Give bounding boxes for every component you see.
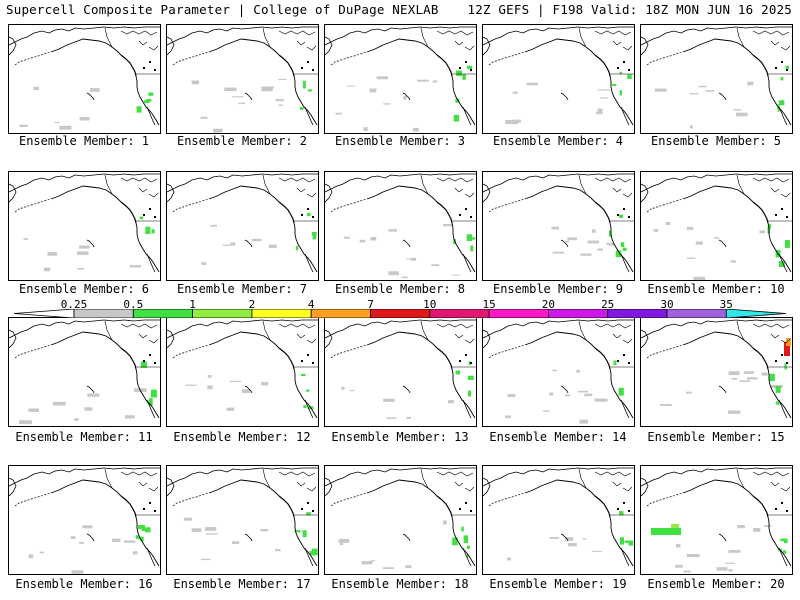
map-image xyxy=(167,319,318,419)
map-image xyxy=(167,173,318,273)
ensemble-map-panel xyxy=(482,171,635,281)
ensemble-map-panel xyxy=(640,317,793,427)
ensemble-map-panel xyxy=(640,465,793,575)
map-image xyxy=(9,467,160,574)
ensemble-map-panel xyxy=(166,465,319,575)
colorbar-tick-label: 0.5 xyxy=(123,298,144,311)
ensemble-member-label: Ensemble Member: 3 xyxy=(334,134,466,148)
colorbar-tick-label: 25 xyxy=(601,298,615,311)
ensemble-map-panel xyxy=(8,171,161,281)
colorbar-tick-label: 10 xyxy=(423,298,437,311)
colorbar-segment xyxy=(607,309,668,318)
map-image xyxy=(325,467,476,570)
ensemble-map-panel xyxy=(324,171,477,281)
colorbar-scale xyxy=(14,309,786,318)
ensemble-map-panel xyxy=(166,171,319,281)
header-title: Supercell Composite Parameter | College … xyxy=(6,2,439,17)
ensemble-member-label: Ensemble Member: 17 xyxy=(173,577,311,591)
ensemble-member-label: Ensemble Member: 15 xyxy=(647,430,785,444)
ensemble-member-label: Ensemble Member: 16 xyxy=(15,577,153,591)
ensemble-map-panel xyxy=(8,317,161,427)
colorbar-segment xyxy=(429,309,490,318)
ensemble-member-label: Ensemble Member: 11 xyxy=(15,430,153,444)
map-image xyxy=(483,319,634,424)
map-image xyxy=(483,467,634,567)
ensemble-member-label: Ensemble Member: 1 xyxy=(18,134,150,148)
ensemble-map-panel xyxy=(324,465,477,575)
map-image xyxy=(325,173,476,279)
ensemble-map-panel xyxy=(8,465,161,575)
ensemble-map-panel xyxy=(166,317,319,427)
colorbar-tick-label: 0.25 xyxy=(60,298,88,311)
map-image xyxy=(641,467,792,573)
ensemble-member-label: Ensemble Member: 12 xyxy=(173,430,311,444)
ensemble-member-label: Ensemble Member: 4 xyxy=(492,134,624,148)
colorbar-tick-label: 1 xyxy=(189,298,196,311)
colorbar-segment xyxy=(251,309,312,318)
ensemble-member-label: Ensemble Member: 9 xyxy=(492,282,624,296)
ensemble-member-label: Ensemble Member: 14 xyxy=(489,430,627,444)
colorbar-high-end xyxy=(725,309,786,318)
ensemble-map-panel xyxy=(324,317,477,427)
ensemble-member-label: Ensemble Member: 10 xyxy=(647,282,785,296)
map-image xyxy=(641,319,792,419)
colorbar-segment xyxy=(370,309,431,318)
map-image xyxy=(325,26,476,132)
ensemble-map-panel xyxy=(640,171,793,281)
ensemble-member-label: Ensemble Member: 20 xyxy=(647,577,785,591)
colorbar-tick-label: 2 xyxy=(248,298,256,311)
colorbar-tick-label: 20 xyxy=(541,298,556,311)
header-run-info: 12Z GEFS | F198 Valid: 18Z MON JUN 16 20… xyxy=(467,2,792,17)
ensemble-member-label: Ensemble Member: 6 xyxy=(18,282,150,296)
map-image xyxy=(641,173,792,280)
ensemble-member-label: Ensemble Member: 5 xyxy=(650,134,782,148)
map-image xyxy=(483,173,634,273)
map-image xyxy=(483,26,634,126)
colorbar-segment xyxy=(548,309,609,318)
ensemble-member-label: Ensemble Member: 19 xyxy=(489,577,627,591)
ensemble-map-panel xyxy=(482,24,635,134)
ensemble-map-panel xyxy=(640,24,793,134)
colorbar-tick-label: 35 xyxy=(719,298,733,311)
map-image xyxy=(167,26,318,133)
map-image xyxy=(9,173,160,273)
map-image xyxy=(641,26,792,129)
ensemble-map-panel xyxy=(482,465,635,575)
ensemble-member-label: Ensemble Member: 18 xyxy=(331,577,469,591)
ensemble-map-panel xyxy=(8,24,161,134)
colorbar-tick-label: 15 xyxy=(482,298,496,311)
ensemble-member-label: Ensemble Member: 13 xyxy=(331,430,469,444)
ensemble-member-label: Ensemble Member: 8 xyxy=(334,282,466,296)
map-image xyxy=(325,319,476,419)
ensemble-map-panel xyxy=(166,24,319,134)
colorbar-tick-label: 30 xyxy=(660,298,674,311)
map-image xyxy=(167,467,318,567)
colorbar-segment xyxy=(310,309,371,318)
ensemble-map-panel xyxy=(324,24,477,134)
map-image xyxy=(9,319,160,425)
colorbar-segment xyxy=(488,309,549,318)
ensemble-map-panel xyxy=(482,317,635,427)
map-image xyxy=(9,26,160,130)
colorbar-segment xyxy=(192,309,253,318)
ensemble-member-label: Ensemble Member: 7 xyxy=(176,282,308,296)
colorbar-segment xyxy=(666,309,727,318)
ensemble-member-label: Ensemble Member: 2 xyxy=(176,134,308,148)
colorbar-tick-label: 7 xyxy=(367,298,374,311)
colorbar-tick-label: 4 xyxy=(307,298,315,311)
